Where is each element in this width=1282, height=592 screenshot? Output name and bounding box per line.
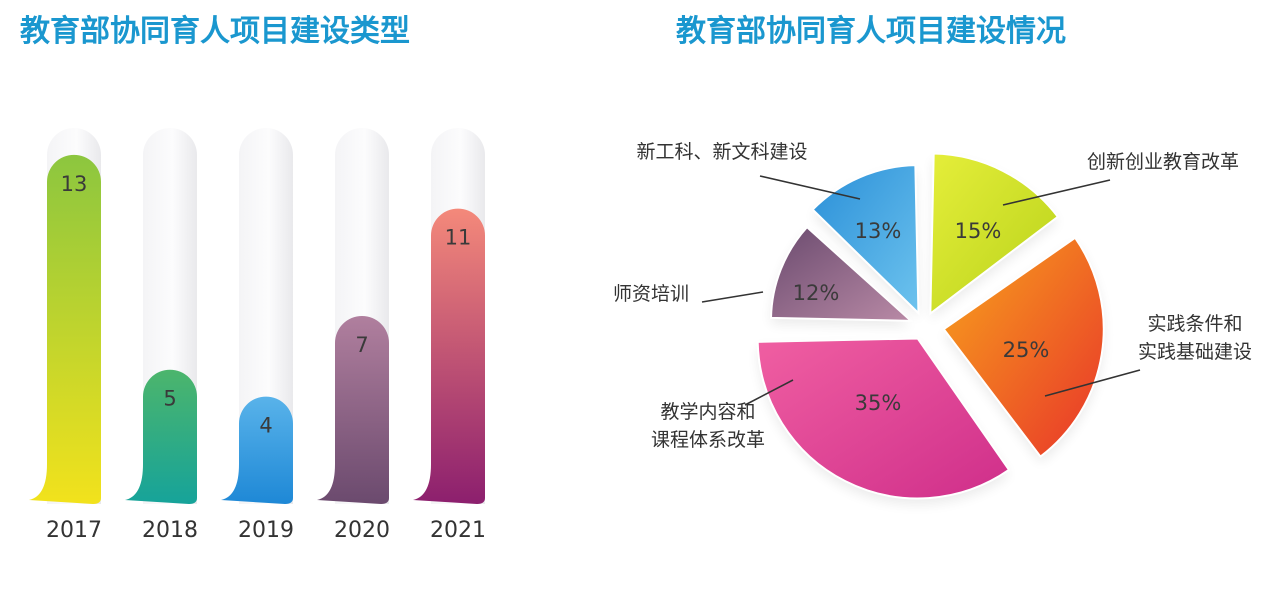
pie-slice [769,225,914,322]
leader-line [759,175,861,200]
slice-percent-label: 13% [855,219,902,243]
leader-line [1002,179,1111,206]
bar-chart-title: 教育部协同育人项目建设类型 [20,14,410,49]
pie-slice [811,164,920,316]
bar-2021 [413,208,485,505]
pie-chart: 15% 创新创业教育改革 25% 实践条件和实践基础建设 35% 教学内容和课程体系改革 1… [613,141,1252,505]
leader-line [744,379,794,406]
bar-value-label: 13 [61,172,88,196]
x-tick-label: 2017 [46,518,102,543]
bar-value-label: 4 [259,414,272,438]
x-tick-label: 2021 [430,518,486,543]
pie-slice [756,337,1011,500]
bar-value-label: 5 [163,387,176,411]
x-tick-label: 2019 [238,518,294,543]
slice-percent-label: 35% [855,391,902,415]
bar-chart: 13 2017 5 2018 4 2019 7 2020 11 2021 [29,128,486,543]
bar-2018 [125,369,197,504]
pie-slice [942,236,1105,458]
leader-line [1044,369,1141,397]
bar-2019 [221,396,293,504]
slice-category-label: 新工科、新文科建设 [636,141,807,163]
bar-2017 [29,154,101,504]
slice-category-label: 师资培训 [613,283,689,305]
slice-category-label: 实践条件和实践基础建设 [1138,313,1252,363]
bar-value-label: 7 [355,333,368,357]
slice-percent-label: 12% [793,281,840,305]
slice-category-label: 创新创业教育改革 [1087,151,1239,173]
x-tick-label: 2020 [334,518,390,543]
leader-line [701,291,764,303]
slice-percent-label: 15% [955,219,1002,243]
slice-percent-label: 25% [1003,338,1050,362]
slice-category-label: 教学内容和课程体系改革 [651,401,765,451]
pie-slice [929,152,1060,316]
bar-2020 [317,316,389,504]
bar-value-label: 11 [445,226,472,250]
x-tick-label: 2018 [142,518,198,543]
pie-chart-title: 教育部协同育人项目建设情况 [676,14,1066,49]
